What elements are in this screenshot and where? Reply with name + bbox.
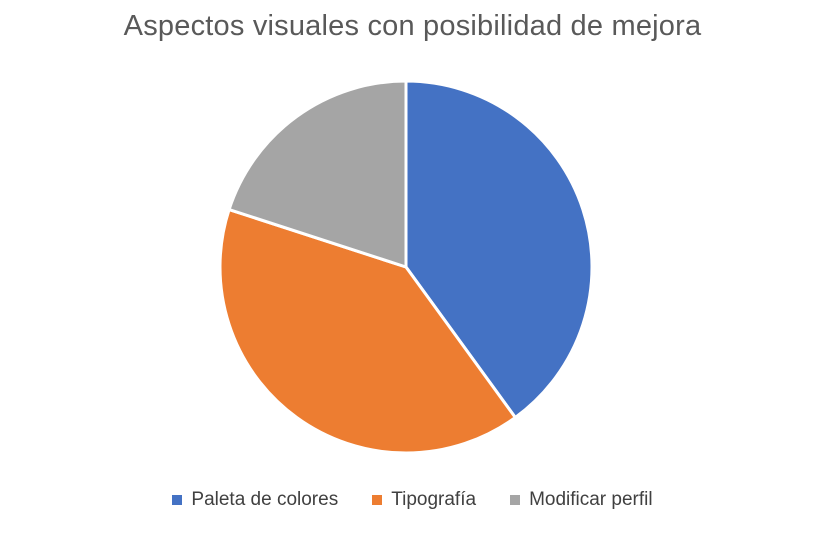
legend-swatch-paleta-de-colores	[172, 495, 183, 505]
pie-slice-tipografia[interactable]	[218, 208, 517, 455]
legend-label-paleta-de-colores: Paleta de colores	[191, 489, 339, 510]
legend-label-tipografia: Tipografía	[391, 489, 477, 510]
legend-item-tipografia[interactable]: Tipografía	[372, 489, 476, 511]
pie-slice-modificar-perfil[interactable]	[227, 79, 408, 269]
legend-swatch-modificar-perfil	[510, 495, 521, 505]
legend-item-modificar-perfil[interactable]: Modificar perfil	[510, 489, 653, 511]
chart-title: Aspectos visuales con posibilidad de mej…	[123, 10, 702, 42]
pie-slice-paleta-de-colores[interactable]	[404, 79, 594, 419]
legend: Paleta de colores Tipografía Modificar p…	[0, 489, 825, 511]
legend-label-modificar-perfil: Modificar perfil	[529, 489, 653, 510]
legend-swatch-tipografia	[372, 495, 383, 505]
legend-item-paleta-de-colores[interactable]: Paleta de colores	[172, 489, 338, 511]
